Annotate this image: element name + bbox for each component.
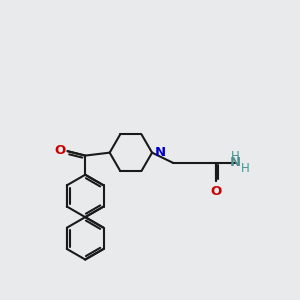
Text: O: O <box>54 144 65 157</box>
Text: O: O <box>210 185 221 198</box>
Text: N: N <box>230 157 241 169</box>
Text: N: N <box>154 146 166 159</box>
Text: H: H <box>231 150 240 163</box>
Text: H: H <box>241 162 250 175</box>
